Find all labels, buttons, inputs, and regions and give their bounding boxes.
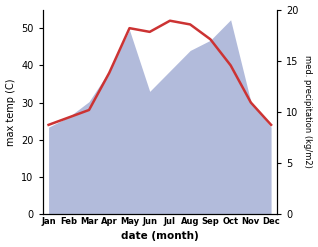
Y-axis label: max temp (C): max temp (C) [5,78,16,145]
Y-axis label: med. precipitation (kg/m2): med. precipitation (kg/m2) [303,55,313,168]
X-axis label: date (month): date (month) [121,231,199,242]
